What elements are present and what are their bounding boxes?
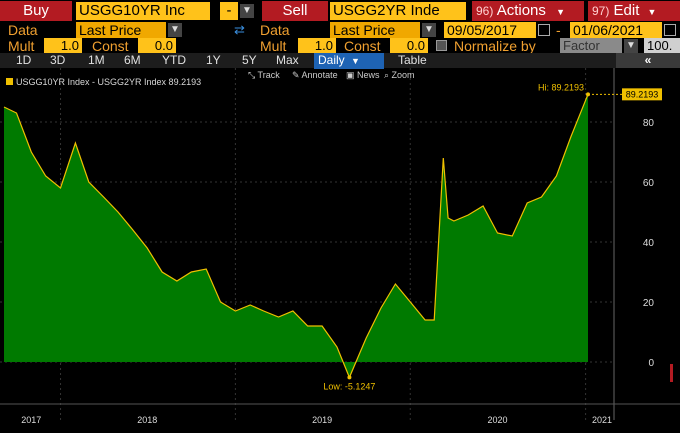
spread-area (4, 94, 588, 378)
data-select-left[interactable]: Last Price (76, 22, 166, 38)
chart-tools: ⤡ Track ✎ Annotate ▣ News ⌕ Zoom (248, 70, 415, 80)
period-select-value: Daily (318, 53, 345, 67)
low-point (347, 375, 352, 380)
chart-legend: USGG10YR Index - USGG2YR Index 89.2193 (6, 77, 201, 87)
swap-icon[interactable]: ⇄ (234, 22, 245, 37)
mult-input-left[interactable]: 1.0 (44, 38, 82, 54)
edit-menu-button[interactable]: 97) Edit ▼ (588, 1, 680, 21)
date-separator: - (556, 22, 561, 38)
mult-label-left: Mult (8, 38, 35, 54)
buy-label: Buy (23, 2, 49, 19)
x-tick-label: 2021 (592, 415, 612, 425)
spread-line (3, 94, 589, 379)
actions-number: 96) (476, 4, 494, 18)
tab-1d[interactable]: 1D (16, 53, 32, 67)
toolbar-row-1: Buy USGG10YR Inc - ▼ Sell USGG2YR Inde 9… (0, 0, 680, 22)
tab-3d[interactable]: 3D (50, 53, 66, 67)
buy-ticker-input[interactable]: USGG10YR Inc (76, 2, 210, 20)
zoom-tool[interactable]: ⌕ Zoom (384, 70, 415, 80)
x-tick-label: 2017 (21, 415, 41, 425)
tab-max[interactable]: Max (276, 53, 299, 67)
data-select-right[interactable]: Last Price (330, 22, 420, 38)
mult-label-right: Mult (260, 38, 287, 54)
chevron-down-icon[interactable]: ▼ (624, 39, 638, 53)
tab-1y[interactable]: 1Y (206, 53, 221, 67)
sell-ticker-input[interactable]: USGG2YR Inde (330, 2, 466, 20)
operator-select[interactable]: - (220, 2, 238, 20)
zoom-label: Zoom (392, 70, 415, 80)
period-select[interactable]: Daily ▼ (314, 53, 384, 69)
chevron-down-icon[interactable]: ▼ (240, 4, 254, 18)
sell-button[interactable]: Sell (262, 1, 328, 21)
actions-label: Actions (496, 2, 546, 19)
toolbar-row-3: Mult 1.0 Const 0.0 Mult 1.0 Const 0.0 No… (0, 38, 680, 54)
x-tick-label: 2018 (137, 415, 157, 425)
chart-axes: 80 60 40 20 0 2017 2018 2019 2020 2021 (0, 68, 680, 425)
edit-label: Edit (613, 2, 640, 19)
const-label-left: Const (92, 38, 129, 54)
tab-1m[interactable]: 1M (88, 53, 105, 67)
start-date-input[interactable]: 09/05/2017 (444, 22, 536, 38)
chevron-down-icon: ▼ (556, 7, 565, 17)
table-button[interactable]: Table (398, 53, 427, 67)
hi-point (586, 92, 590, 97)
x-tick-label: 2019 (312, 415, 332, 425)
const-label-right: Const (344, 38, 381, 54)
scale-indicator (670, 364, 673, 382)
chevron-down-icon[interactable]: ▼ (168, 23, 182, 37)
normalize-label: Normalize by (454, 38, 536, 54)
track-label: Track (258, 70, 281, 80)
news-label: News (357, 70, 380, 80)
legend-text: USGG10YR Index - USGG2YR Index 89.2193 (16, 77, 201, 87)
x-tick-label: 2020 (487, 415, 507, 425)
last-value-label: 89.2193 (626, 89, 659, 99)
y-tick-label: 0 (648, 358, 654, 369)
buy-button[interactable]: Buy (0, 1, 72, 21)
end-date-input[interactable]: 01/06/2021 (570, 22, 662, 38)
const-input-left[interactable]: 0.0 (138, 38, 176, 54)
mult-input-right[interactable]: 1.0 (298, 38, 336, 54)
data-label-right: Data (260, 22, 290, 38)
last-value-box (622, 88, 662, 101)
spread-chart[interactable]: 80 60 40 20 0 2017 2018 2019 2020 2021 Hi: 89.219… (0, 68, 680, 433)
y-tick-label: 40 (643, 238, 655, 249)
y-tick-label: 80 (643, 118, 655, 129)
sell-label: Sell (282, 2, 308, 19)
period-tab-bar: 1D 3D 1M 6M YTD 1Y 5Y Max Daily ▼ Table … (0, 53, 680, 69)
legend-swatch (6, 78, 13, 85)
hi-label: Hi: 89.2193 (538, 82, 584, 92)
toolbar-row-2: Data Last Price ▼ ⇄ Data Last Price ▼ 09… (0, 22, 680, 38)
chevron-down-icon: ▼ (647, 7, 657, 17)
data-label-left: Data (8, 22, 38, 38)
edit-number: 97) (592, 4, 610, 18)
chevron-down-icon: ▼ (351, 56, 360, 66)
news-tool[interactable]: ▣ News (346, 70, 380, 80)
low-label: Low: -5.1247 (323, 381, 375, 391)
collapse-panel-button[interactable]: « (616, 53, 680, 68)
y-tick-label: 20 (643, 298, 655, 309)
calendar-icon[interactable] (664, 24, 676, 36)
y-tick-label: 60 (643, 178, 655, 189)
calendar-icon[interactable] (538, 24, 550, 36)
track-tool[interactable]: ⤡ Track (248, 70, 280, 80)
tab-5y[interactable]: 5Y (242, 53, 257, 67)
annotate-tool[interactable]: ✎ Annotate (292, 70, 338, 80)
annotate-label: Annotate (302, 70, 338, 80)
const-input-right[interactable]: 0.0 (390, 38, 428, 54)
tab-6m[interactable]: 6M (124, 53, 141, 67)
tab-ytd[interactable]: YTD (162, 53, 186, 67)
normalize-amount-input[interactable]: 100. (644, 38, 680, 54)
normalize-checkbox[interactable] (436, 40, 447, 51)
normalize-select[interactable]: Factor (560, 38, 622, 54)
chart-annotations: Hi: 89.2193 89.2193 Low: -5.1247 (323, 82, 673, 391)
actions-menu-button[interactable]: 96) Actions ▼ (472, 1, 584, 21)
chevron-down-icon[interactable]: ▼ (422, 23, 436, 37)
